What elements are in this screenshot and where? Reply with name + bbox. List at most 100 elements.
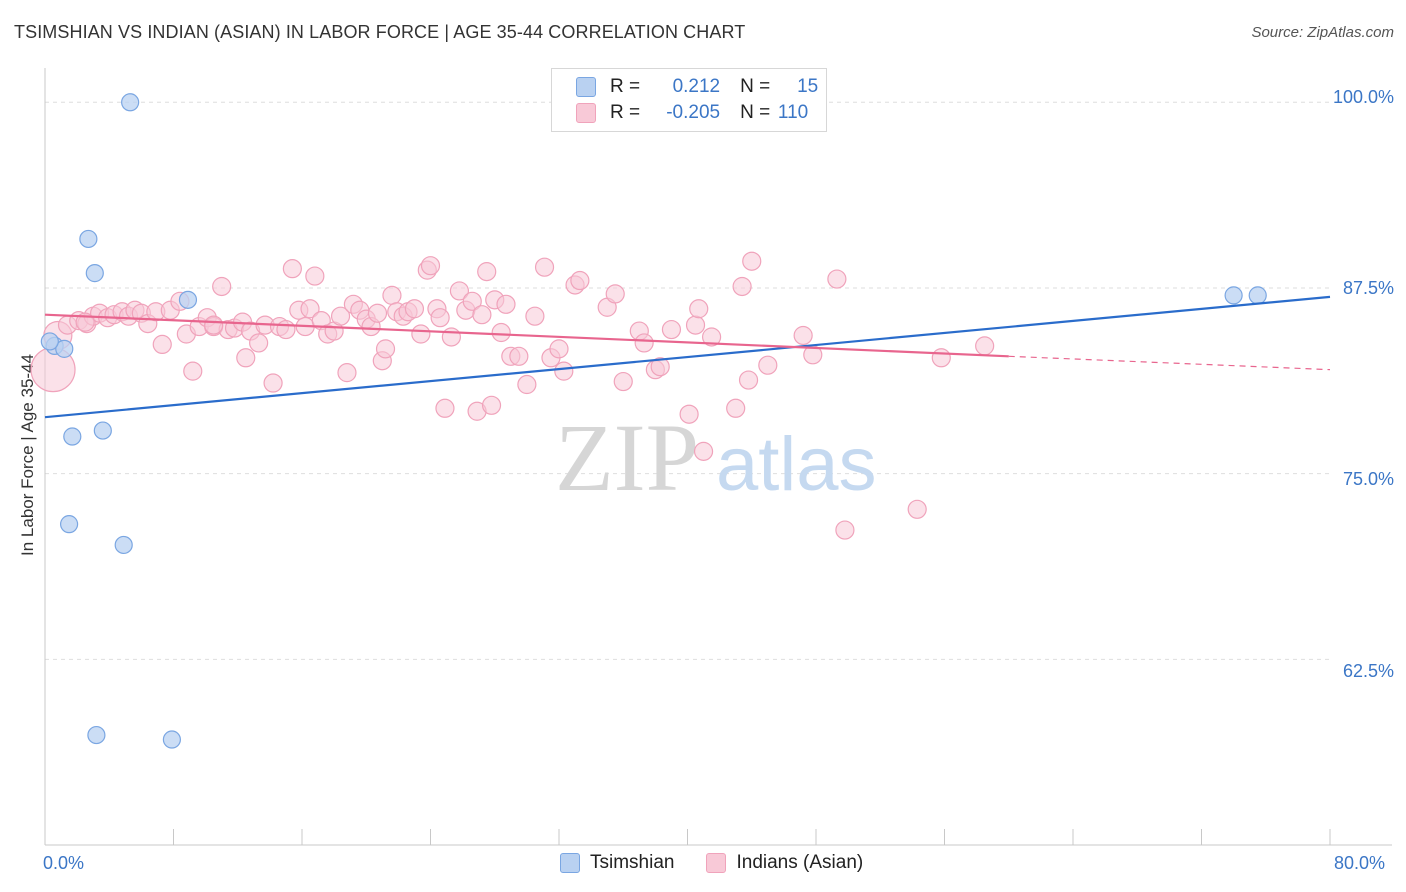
data-point-indians-asian (689, 299, 709, 319)
r-label: R = (610, 102, 641, 123)
data-point-indians-asian (305, 266, 325, 286)
data-point-indians-asian (827, 269, 847, 289)
x-tick-label: 0.0% (43, 853, 85, 873)
data-point-tsimshian (121, 93, 140, 112)
r-value: 0.212 (672, 76, 721, 97)
data-point-indians-asian (276, 319, 296, 340)
data-point-indians-asian (300, 299, 320, 319)
legend-item-tsimshian: Tsimshian (560, 852, 674, 874)
stats-legend: R = 0.212 N = 15 R = -0.205 N = 110 (551, 68, 827, 132)
data-point-tsimshian (55, 339, 74, 358)
source-label: Source: ZipAtlas.com (1251, 24, 1394, 41)
watermark: ZIP atlas (555, 404, 877, 511)
data-point-indians-asian (685, 315, 706, 335)
data-point-tsimshian (59, 515, 79, 534)
data-point-indians-asian (726, 398, 746, 418)
legend-swatch-indians-asian (576, 103, 596, 123)
data-point-indians-asian (570, 270, 590, 291)
n-label: N = (740, 76, 771, 97)
grid-lines (45, 101, 1330, 660)
data-point-indians-asian (605, 284, 625, 304)
legend-label-indians-asian: Indians (Asian) (736, 852, 864, 873)
data-point-tsimshian (85, 264, 104, 283)
data-point-indians-asian (183, 361, 203, 381)
trend-line-indians-asian-extension (1008, 355, 1331, 371)
r-value: -0.205 (666, 102, 721, 123)
data-point-indians-asian (491, 322, 511, 343)
data-point-indians-asian (435, 398, 455, 418)
y-tick-label: 75.0% (1342, 469, 1394, 489)
r-label: R = (610, 76, 641, 97)
data-point-indians-asian (613, 371, 633, 392)
data-point-indians-asian (441, 327, 461, 347)
data-point-indians-asian (481, 395, 502, 415)
y-tick-label: 62.5% (1342, 661, 1394, 681)
n-label: N = (740, 102, 771, 123)
data-point-indians-asian (263, 373, 283, 393)
series-legend: Tsimshian Indians (Asian) (560, 852, 895, 874)
data-point-indians-asian (835, 520, 855, 540)
data-point-tsimshian (178, 290, 198, 309)
data-point-indians-asian (634, 333, 654, 353)
data-point-indians-asian (661, 319, 682, 340)
axes (44, 68, 1392, 846)
data-point-indians-asian (931, 348, 951, 368)
series-tsimshian-points (40, 93, 1267, 749)
data-point-tsimshian (79, 229, 98, 249)
data-point-tsimshian (162, 730, 181, 749)
data-point-tsimshian (1248, 286, 1267, 305)
data-point-indians-asian (549, 339, 569, 359)
data-point-indians-asian (282, 259, 302, 279)
data-point-indians-asian (420, 256, 441, 276)
trend-lines (44, 295, 1331, 419)
data-point-indians-asian (525, 306, 545, 326)
data-point-indians-asian (693, 441, 714, 461)
data-point-indians-asian (367, 303, 388, 323)
data-point-indians-asian (509, 346, 529, 366)
data-point-tsimshian (114, 535, 133, 555)
data-point-indians-asian (462, 291, 482, 311)
data-point-indians-asian (517, 374, 537, 395)
data-point-indians-asian (404, 299, 425, 319)
data-point-indians-asian (152, 334, 172, 355)
data-point-indians-asian (430, 308, 450, 328)
y-tick-label: 87.5% (1342, 278, 1394, 298)
watermark-zip: ZIP (555, 404, 699, 511)
legend-swatch-tsimshian (560, 853, 580, 873)
trend-line-indians-asian (44, 313, 1009, 358)
data-point-indians-asian (758, 355, 778, 375)
data-point-indians-asian (496, 294, 516, 314)
legend-row-indians-asian: R = -0.205 N = 110 (576, 101, 808, 125)
data-point-tsimshian (93, 421, 112, 440)
data-point-tsimshian (40, 332, 59, 351)
trend-line-tsimshian (44, 295, 1331, 419)
data-point-indians-asian (554, 361, 574, 381)
data-point-indians-asian (738, 370, 759, 390)
chart-title: TSIMSHIAN VS INDIAN (ASIAN) IN LABOR FOR… (14, 22, 746, 42)
x-tick-label: 80.0% (1334, 853, 1386, 873)
legend-row-tsimshian: R = 0.212 N = 15 (576, 75, 818, 99)
data-point-indians-asian (375, 339, 396, 359)
watermark-atlas: atlas (716, 422, 877, 507)
data-point-indians-asian (975, 336, 995, 356)
n-value: 110 (777, 102, 809, 123)
series-indians-asian-points (30, 251, 995, 540)
legend-swatch-tsimshian (576, 77, 596, 97)
data-point-indians-asian (701, 327, 722, 347)
data-point-indians-asian (472, 305, 492, 325)
data-point-tsimshian (1224, 286, 1243, 305)
data-point-indians-asian (732, 276, 752, 297)
data-point-indians-asian (534, 257, 555, 277)
data-point-indians-asian (249, 333, 269, 353)
legend-swatch-indians-asian (706, 853, 727, 873)
data-point-indians-asian (907, 499, 927, 519)
data-point-indians-asian (411, 324, 431, 344)
data-point-indians-asian (330, 306, 351, 326)
data-point-indians-asian (212, 276, 232, 297)
y-tick-label: 100.0% (1332, 87, 1394, 107)
data-point-indians-asian (742, 251, 762, 271)
data-point-indians-asian (204, 315, 224, 335)
data-point-indians-asian (793, 325, 813, 346)
data-point-indians-asian (236, 348, 256, 368)
